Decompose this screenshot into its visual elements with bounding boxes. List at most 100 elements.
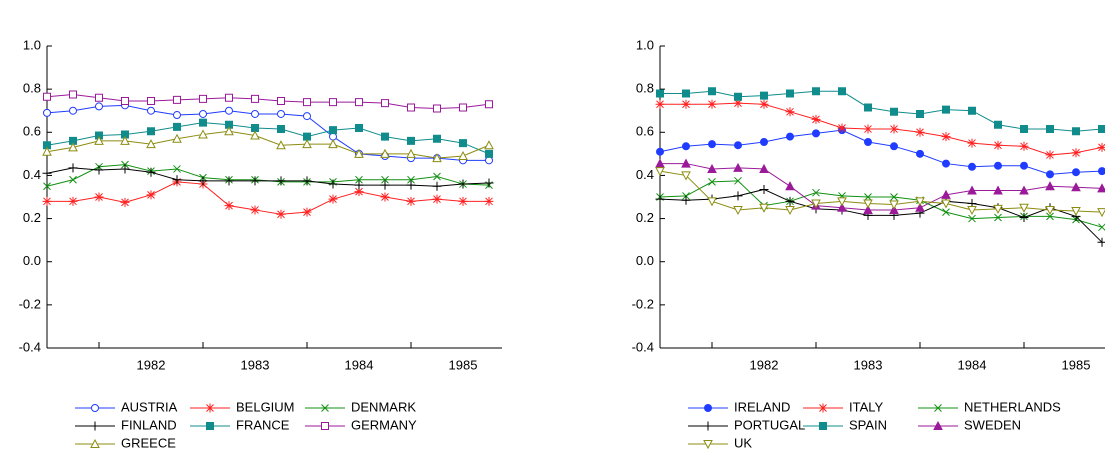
data-point	[406, 148, 416, 158]
series-line	[46, 122, 490, 155]
data-point	[734, 176, 742, 185]
data-point	[381, 99, 389, 108]
data-point	[250, 205, 260, 215]
data-point	[993, 204, 1003, 214]
data-point	[733, 162, 743, 172]
data-point	[812, 188, 820, 197]
data-point	[484, 156, 494, 165]
x-tick-label: 1984	[958, 357, 987, 372]
legend-label: IRELAND	[734, 399, 790, 414]
data-point	[1046, 125, 1054, 134]
data-point	[967, 185, 977, 195]
data-point	[407, 136, 415, 145]
data-point	[432, 181, 442, 191]
legend-marker	[703, 404, 713, 412]
data-point	[277, 97, 285, 106]
data-point	[68, 163, 78, 173]
data-point	[889, 204, 899, 214]
data-point	[967, 162, 977, 171]
data-point	[354, 180, 364, 190]
data-point	[655, 147, 665, 156]
data-point	[146, 167, 156, 177]
data-point	[785, 205, 795, 216]
data-point	[485, 100, 493, 109]
data-point	[656, 89, 664, 98]
data-point	[915, 202, 925, 212]
data-point	[251, 123, 259, 132]
series-line	[46, 104, 489, 161]
data-point	[147, 127, 155, 136]
data-point	[707, 140, 717, 149]
data-point	[968, 214, 976, 223]
data-point	[915, 127, 925, 137]
data-point	[172, 133, 182, 143]
data-point	[890, 193, 898, 201]
series-line	[659, 170, 1103, 213]
data-point	[94, 192, 104, 202]
data-point	[812, 87, 820, 96]
data-point	[1097, 208, 1105, 218]
legend-marker	[90, 438, 100, 448]
x-tick-label: 1985	[449, 357, 478, 372]
data-point	[250, 130, 260, 140]
data-point	[733, 205, 743, 216]
data-point	[458, 196, 468, 206]
y-tick-label: -0.2	[632, 296, 654, 311]
data-point	[837, 123, 847, 133]
data-point	[42, 168, 52, 178]
data-point	[224, 106, 234, 115]
x-tick-label: 1983	[241, 357, 270, 372]
y-tick-label: -0.4	[632, 339, 654, 354]
data-point	[173, 122, 181, 131]
legend-label: PORTUGAL	[734, 417, 805, 432]
data-point	[328, 139, 338, 149]
data-point	[811, 199, 821, 209]
data-point	[42, 196, 52, 206]
data-point	[837, 202, 847, 212]
data-point	[733, 98, 743, 108]
data-point	[1071, 148, 1081, 158]
data-point	[994, 213, 1002, 222]
data-point	[1045, 150, 1055, 160]
data-point	[785, 132, 795, 141]
data-point	[250, 176, 260, 186]
data-point	[172, 175, 182, 185]
data-point	[838, 87, 846, 96]
series-line	[660, 90, 1103, 132]
data-point	[485, 149, 493, 158]
data-point	[967, 205, 977, 216]
data-point	[1019, 212, 1029, 222]
data-point	[733, 141, 743, 150]
data-point	[69, 90, 77, 99]
data-point	[655, 194, 665, 204]
data-point	[681, 99, 691, 109]
data-point	[681, 171, 691, 181]
legend-marker	[819, 422, 827, 430]
y-tick-label: 0.0	[636, 253, 654, 268]
data-point	[889, 142, 899, 151]
data-point	[759, 163, 769, 173]
x-tick-label: 1984	[345, 357, 374, 372]
data-point	[251, 94, 259, 103]
data-point	[120, 197, 130, 207]
data-point	[173, 95, 181, 104]
data-point	[225, 93, 233, 102]
data-point	[760, 91, 768, 100]
data-point	[1098, 125, 1105, 134]
data-point	[759, 138, 769, 146]
series-line	[46, 94, 490, 110]
data-point	[224, 126, 234, 136]
data-point	[328, 194, 338, 204]
data-point	[889, 200, 899, 210]
series-line	[659, 129, 1103, 175]
data-point	[380, 180, 390, 190]
data-point	[708, 178, 716, 186]
data-point	[837, 197, 847, 207]
y-tick-label: 0.0	[23, 253, 41, 268]
data-point	[889, 124, 899, 134]
data-point	[224, 201, 234, 211]
legend-label: GERMANY	[351, 417, 417, 432]
data-point	[863, 204, 873, 214]
data-point	[225, 120, 233, 129]
data-point	[941, 189, 951, 199]
